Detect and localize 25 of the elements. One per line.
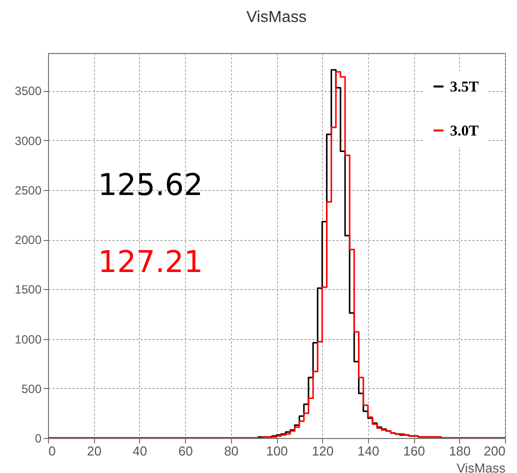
x-tick-label: 80	[224, 444, 239, 458]
x-axis-title: VisMass	[456, 460, 506, 473]
x-tick-label: 0	[48, 444, 56, 458]
annotation: 125.62	[98, 168, 203, 203]
y-tick-label: 3500	[14, 84, 42, 98]
legend-label: 3.5T	[450, 80, 479, 96]
x-tick-label: 100	[266, 444, 288, 458]
y-tick-label: 2500	[14, 183, 42, 198]
x-tick-label: 200	[484, 444, 506, 458]
x-tick-label: 20	[86, 444, 102, 458]
y-tick-label: 500	[21, 382, 42, 396]
x-tick-label: 40	[132, 444, 148, 458]
y-tick-label: 3000	[14, 134, 42, 148]
y-tick-label: 2000	[14, 233, 42, 248]
x-tick-label: 120	[312, 444, 334, 458]
x-tick-label: 60	[178, 444, 193, 458]
chart-title: VisMass	[246, 9, 307, 26]
x-tick-label: 160	[403, 444, 425, 458]
x-tick-label: 180	[448, 444, 471, 458]
annotation: 127.21	[98, 245, 203, 280]
x-tick-label: 140	[358, 444, 380, 458]
y-tick-label: 1000	[14, 332, 42, 346]
y-tick-label: 0	[34, 432, 42, 446]
legend-label: 3.0T	[450, 124, 479, 140]
y-tick-label: 1500	[14, 282, 42, 297]
